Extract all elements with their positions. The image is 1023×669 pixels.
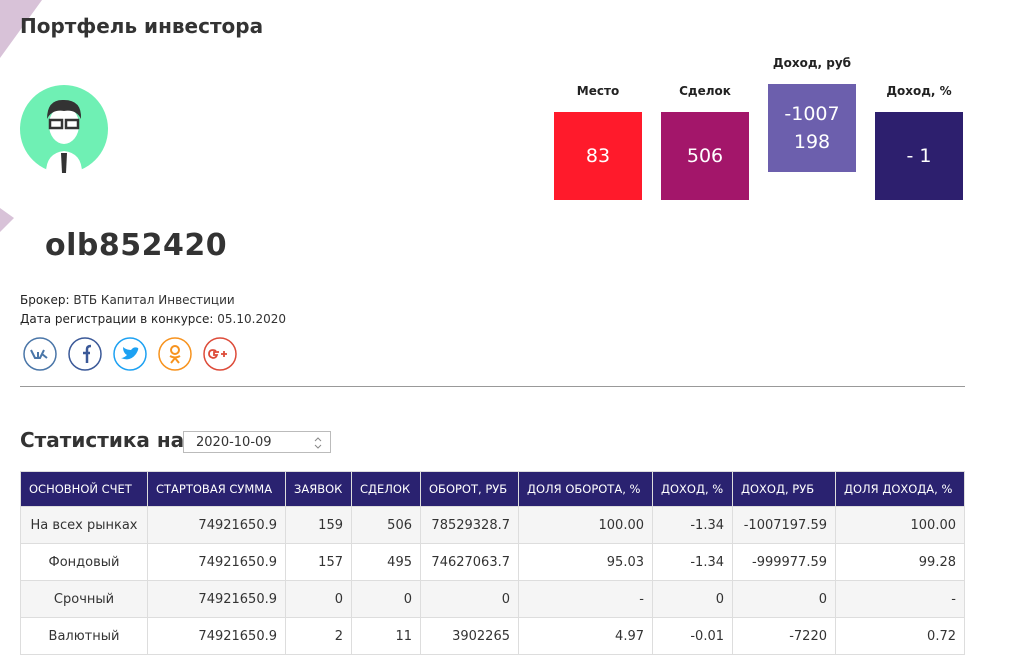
social-icons [23, 337, 237, 371]
broker: Брокер: ВТБ Капитал Инвестиции [20, 293, 235, 307]
table-cell: -7220 [732, 617, 836, 655]
table-cell: -1007197.59 [732, 506, 836, 544]
table-cell: 0 [351, 580, 421, 618]
table-cell: 74627063.7 [420, 543, 519, 581]
page-title: Портфель инвестора [20, 14, 264, 38]
stat-label: Доход, руб [772, 56, 852, 70]
table-cell: 0 [652, 580, 733, 618]
stat-box: 506 [661, 112, 749, 200]
table-cell: Валютный [20, 617, 148, 655]
column-header: СТАРТОВАЯ СУММА [147, 471, 286, 507]
table-cell: 3902265 [420, 617, 519, 655]
table-cell: 495 [351, 543, 421, 581]
table-cell: 0 [285, 580, 352, 618]
column-header: ОБОРОТ, РУБ [420, 471, 519, 507]
table-cell: 100.00 [518, 506, 653, 544]
stat-label: Место [576, 84, 620, 98]
table-cell: 0.72 [835, 617, 965, 655]
broker-label: Брокер: [20, 293, 70, 307]
table-header: ОСНОВНОЙ СЧЕТ СТАРТОВАЯ СУММА ЗАЯВОК СДЕЛОК… [20, 471, 965, 507]
table-row: Валютный 74921650.9 2 11 3902265 4.97 -0.01 -72… [20, 617, 965, 655]
divider [20, 386, 965, 387]
decor [0, 0, 42, 232]
table-cell: -0.01 [652, 617, 733, 655]
stat-value: 506 [686, 145, 724, 167]
vk-icon[interactable] [23, 337, 57, 371]
table-cell: Фондовый [20, 543, 148, 581]
table-cell: -1.34 [652, 543, 733, 581]
table-cell: 95.03 [518, 543, 653, 581]
facebook-icon[interactable] [68, 337, 102, 371]
stat-value: 83 [585, 145, 611, 167]
stat-label: Доход, % [886, 84, 952, 98]
table-cell: 74921650.9 [147, 617, 286, 655]
reg-date: Дата регистрации в конкурсе: 05.10.2020 [20, 312, 286, 326]
table-cell: 99.28 [835, 543, 965, 581]
table-cell: 0 [732, 580, 836, 618]
table-cell: 100.00 [835, 506, 965, 544]
column-header: ЗАЯВОК [285, 471, 352, 507]
table-cell: 0 [420, 580, 519, 618]
table-cell: -999977.59 [732, 543, 836, 581]
table-body: На всех рынках 74921650.9 159 506 78529328.7… [20, 506, 965, 655]
column-header: СДЕЛОК [351, 471, 421, 507]
stat-value: -1007198 [784, 103, 840, 153]
date-select[interactable]: 2020-10-09 [183, 431, 331, 453]
stat-box: -1007198 [768, 84, 856, 172]
table-cell: 506 [351, 506, 421, 544]
stat-value: - 1 [906, 145, 932, 167]
table-cell: 74921650.9 [147, 580, 286, 618]
table-row: Срочный 74921650.9 0 0 0-0 0- [20, 580, 965, 618]
google-plus-icon[interactable] [203, 337, 237, 371]
table-cell: 11 [351, 617, 421, 655]
statistics-title: Статистика на [20, 428, 185, 452]
table-cell: 2 [285, 617, 352, 655]
stat-box: 83 [554, 112, 642, 200]
table-cell: - [835, 580, 965, 618]
column-header: ДОЛЯ ДОХОДА, % [835, 471, 965, 507]
table-row: Фондовый 74921650.9 157 495 74627063.7 95.03-… [20, 543, 965, 581]
ok-icon[interactable] [158, 337, 192, 371]
twitter-icon[interactable] [113, 337, 147, 371]
avatar [20, 85, 108, 173]
table-cell: 74921650.9 [147, 506, 286, 544]
table-cell: 157 [285, 543, 352, 581]
table-cell: - [518, 580, 653, 618]
column-header: ДОХОД, РУБ [732, 471, 836, 507]
table-cell: 78529328.7 [420, 506, 519, 544]
table-cell: 159 [285, 506, 352, 544]
reg-date-label: Дата регистрации в конкурсе: [20, 312, 214, 326]
table-cell: На всех рынках [20, 506, 148, 544]
select-arrows [314, 437, 322, 449]
table-cell: -1.34 [652, 506, 733, 544]
column-header: ДОЛЯ ОБОРОТА, % [518, 471, 653, 507]
column-header: ОСНОВНОЙ СЧЕТ [20, 471, 148, 507]
broker-value: ВТБ Капитал Инвестиции [73, 293, 235, 307]
table-cell: Срочный [20, 580, 148, 618]
table-cell: 74921650.9 [147, 543, 286, 581]
date-select-value: 2020-10-09 [196, 435, 272, 450]
table-row: На всех рынках 74921650.9 159 506 78529328.7… [20, 506, 965, 544]
table-cell: 4.97 [518, 617, 653, 655]
stat-label: Сделок [679, 84, 731, 98]
stats-table: ОСНОВНОЙ СЧЕТ СТАРТОВАЯ СУММА ЗАЯВОК СДЕЛОК… [20, 471, 965, 655]
stat-box: - 1 [875, 112, 963, 200]
column-header: ДОХОД, % [652, 471, 733, 507]
username: olb852420 [45, 228, 228, 263]
reg-date-value: 05.10.2020 [217, 312, 286, 326]
